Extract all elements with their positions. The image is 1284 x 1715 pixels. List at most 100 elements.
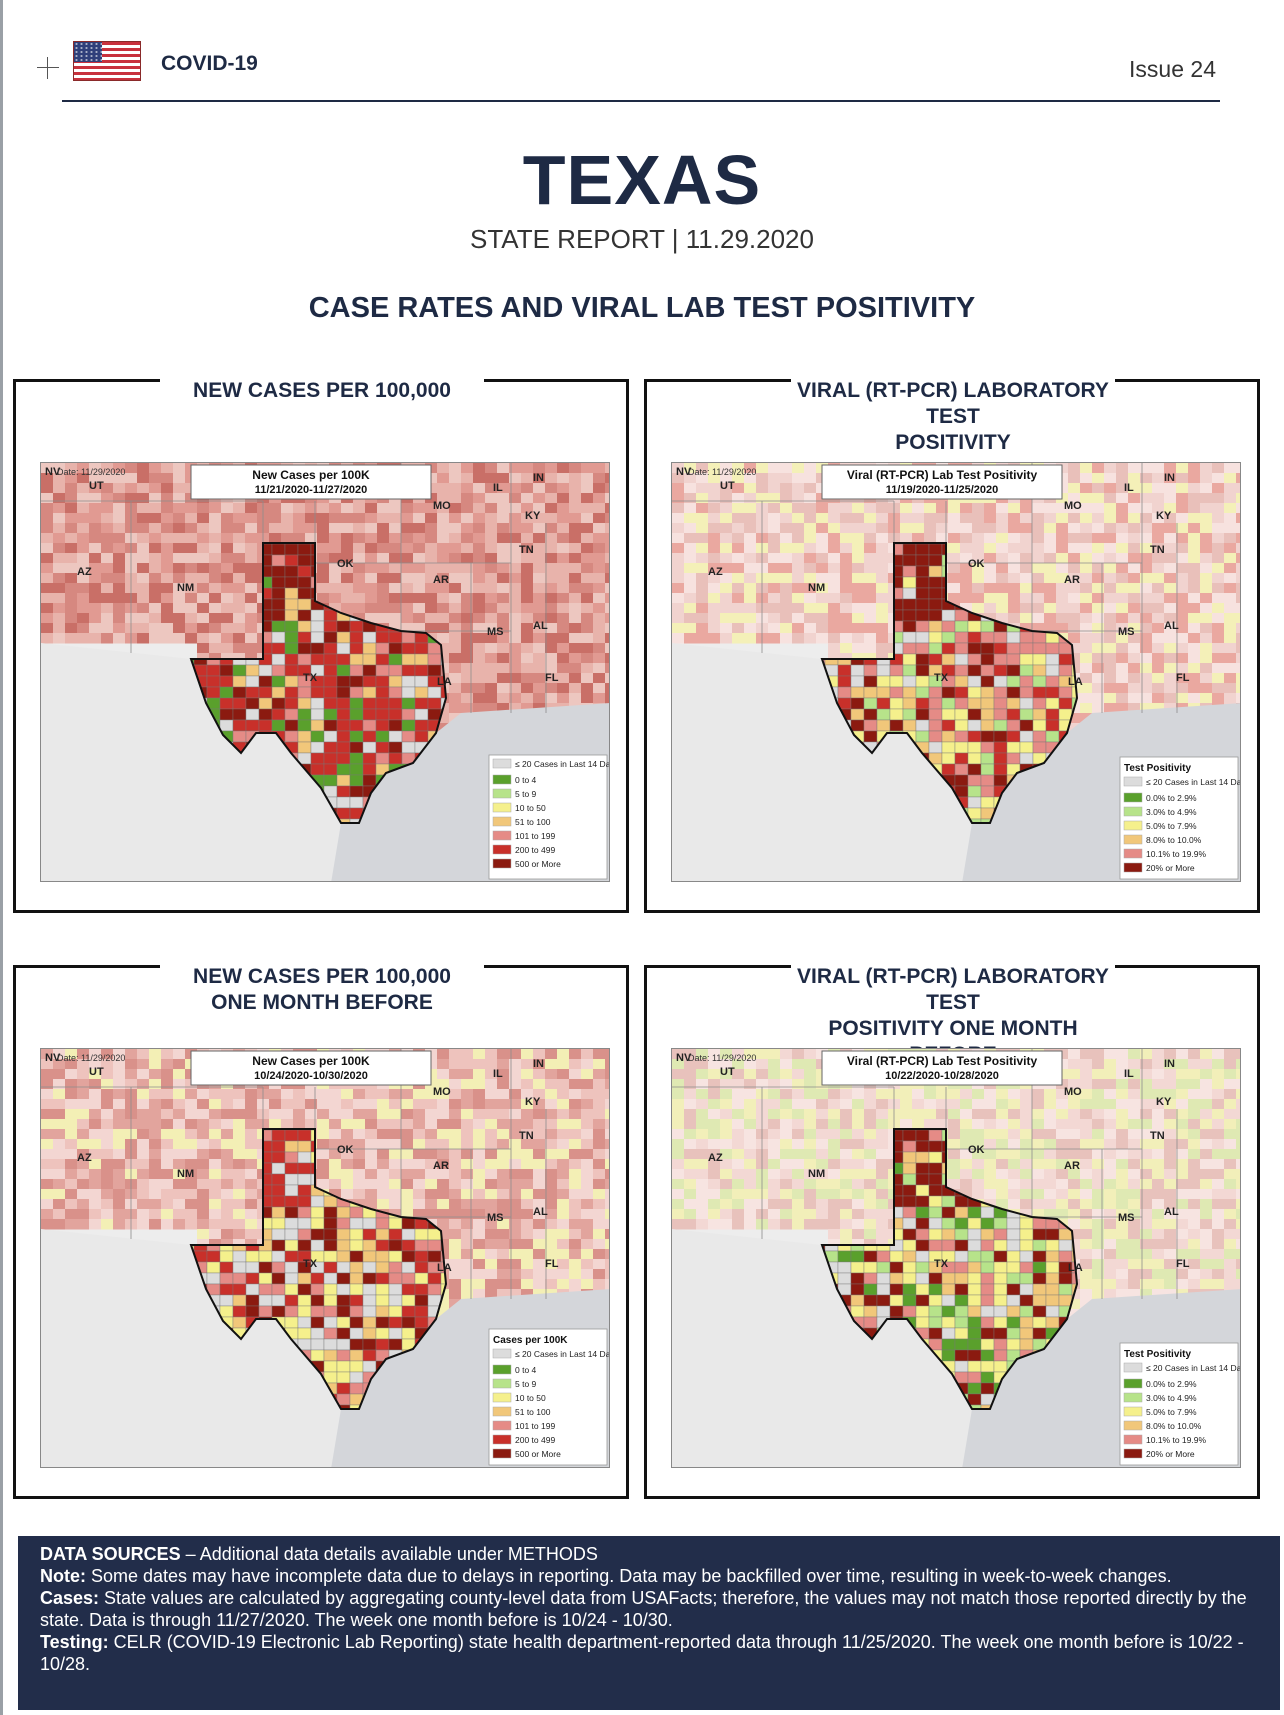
state-label-ok: OK [968,558,985,570]
legend-title: Cases per 100K [493,1335,568,1346]
state-label-fl: FL [1176,1258,1190,1270]
state-label-al: AL [533,620,548,632]
legend-label: 200 to 499 [515,845,555,855]
state-label-tn: TN [1150,544,1165,556]
legend-swatch [492,1364,512,1375]
state-label-il: IL [493,1068,503,1080]
map-test-positivity: NV UT AZ NM OK AR MO IL IN KY TN MS AL LA FL TX Date: 11… [671,462,1241,882]
legend-swatch [492,1392,512,1403]
mexico-area [41,1229,341,1467]
us-flag-icon [73,41,141,81]
state-label-fl: FL [545,672,559,684]
issue-number: Issue 24 [1129,56,1216,82]
legend-swatch [492,802,512,813]
legend-swatch [1123,1378,1143,1389]
panel-test-positivity: VIRAL (RT-PCR) LABORATORY TEST POSITIVIT… [644,364,1260,913]
choropleth-map: NV UT AZ NM OK AR MO IL IN KY TN MS AL LA FL TX Date: 11… [672,1049,1241,1467]
state-label-al: AL [1164,1206,1179,1218]
legend-label: ≤ 20 Cases in Last 14 Days [1146,777,1241,787]
legend-label: 500 or More [515,1449,561,1459]
state-label-il: IL [1124,482,1134,494]
testing-text: CELR (COVID-19 Electronic Lab Reporting)… [40,1632,1244,1674]
legend-label: ≤ 20 Cases in Last 14 Days [1146,1363,1241,1373]
legend-label: 51 to 100 [515,1407,551,1417]
map-title: New Cases per 100K [252,468,370,482]
state-label-fl: FL [545,1258,559,1270]
state-lines [672,1049,1178,1299]
state-label-mo: MO [1064,500,1082,512]
state-label-ok: OK [337,558,354,570]
choropleth-map: NV UT AZ NM OK AR MO IL IN KY TN MS AL LA FL TX Date: 11… [41,1049,610,1467]
state-label-az: AZ [708,566,723,578]
texas-outline [189,542,448,824]
brand-label: COVID-19 [161,52,258,75]
panel-title-line1: NEW CASES PER 100,000 [193,379,451,402]
legend-swatch [492,844,512,855]
panel-title: VIRAL (RT-PCR) LABORATORY TEST POSITIVIT… [791,364,1115,462]
state-label-il: IL [493,482,503,494]
state-label-tn: TN [519,1130,534,1142]
legend-swatch [1123,820,1143,831]
legend-swatch [1123,792,1143,803]
legend-swatch [492,1448,512,1459]
note-text: Some dates may have incomplete data due … [86,1566,1172,1586]
state-label-nv: NV [676,1052,692,1064]
legend-label: 5.0% to 7.9% [1146,821,1197,831]
state-label-ut: UT [89,480,104,492]
state-label-ar: AR [1064,574,1080,586]
state-label-la: LA [1068,1262,1083,1274]
state-label-ut: UT [720,1066,735,1078]
page-edge [0,0,3,1715]
mexico-area [41,643,341,881]
legend-title: Test Positivity [1124,1349,1191,1360]
state-label-nm: NM [177,582,194,594]
legend-label: 10 to 50 [515,803,546,813]
state-label-nm: NM [808,1168,825,1180]
testing-line: Testing: CELR (COVID-19 Electronic Lab R… [40,1631,1258,1675]
state-label-al: AL [533,1206,548,1218]
legend-swatch [1123,862,1143,873]
legend-label: ≤ 20 Cases in Last 14 Days [515,1349,610,1359]
header-divider [62,100,1220,102]
legend-label: 20% or More [1146,863,1195,873]
panel-title: NEW CASES PER 100,000 [160,364,484,410]
state-label-ok: OK [968,1144,985,1156]
map-date-range: 11/19/2020-11/25/2020 [886,484,999,496]
state-label-ms: MS [1118,626,1135,638]
legend-label: ≤ 20 Cases in Last 14 Days [515,759,610,769]
state-label-ut: UT [89,1066,104,1078]
sources-text: – Additional data details available unde… [180,1544,598,1564]
legend-swatch [1123,834,1143,845]
state-label-ar: AR [433,1160,449,1172]
legend-label: 200 to 499 [515,1435,555,1445]
panel-title: NEW CASES PER 100,000 ONE MONTH BEFORE [160,950,484,1022]
texas-outline [820,542,1079,824]
legend-label: 5 to 9 [515,789,537,799]
state-label-tx: TX [934,672,949,684]
map-date: Date: 11/29/2020 [688,467,756,477]
state-label-tx: TX [303,1258,318,1270]
legend-title: Test Positivity [1124,763,1191,774]
sources-line: DATA SOURCES – Additional data details a… [40,1543,1258,1565]
map-title: Viral (RT-PCR) Lab Test Positivity [847,468,1038,482]
panel-title-line1: VIRAL (RT-PCR) LABORATORY TEST [797,965,1109,1014]
panel-title-line2: ONE MONTH BEFORE [211,991,433,1014]
legend-label: 500 or More [515,859,561,869]
legend-swatch [1123,1406,1143,1417]
state-label-ok: OK [337,1144,354,1156]
map-date: Date: 11/29/2020 [688,1053,756,1063]
map-title: Viral (RT-PCR) Lab Test Positivity [847,1054,1038,1068]
state-label-nv: NV [45,1052,61,1064]
state-label-tx: TX [303,672,318,684]
map-title-box [190,464,432,500]
map-new-cases-month-before: NV UT AZ NM OK AR MO IL IN KY TN MS AL LA FL TX Date: 11… [40,1048,610,1468]
state-label-ky: KY [1156,1096,1172,1108]
panel-title-line2: POSITIVITY [895,431,1011,454]
legend-label: 0 to 4 [515,1365,537,1375]
legend-swatch [492,1348,512,1359]
state-label-mo: MO [433,1086,451,1098]
mexico-area [672,643,972,881]
map-new-cases: NV UT AZ NM OK AR MO IL IN KY TN MS AL LA FL TX Date: 11… [40,462,610,882]
legend-swatch [492,858,512,869]
legend-label: 3.0% to 4.9% [1146,807,1197,817]
